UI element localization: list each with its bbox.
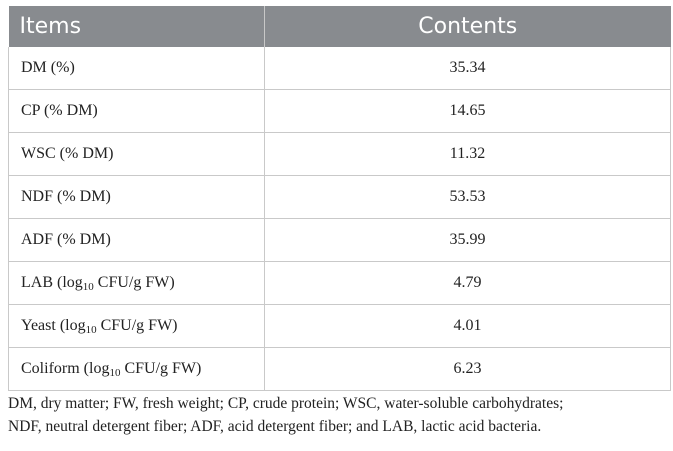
row-content-value: 4.79: [264, 261, 671, 305]
label-subscript: 10: [109, 367, 121, 379]
table-row: CP (% DM) 14.65: [8, 89, 671, 133]
label-text: NDF (% DM): [21, 188, 111, 205]
row-content-value: 6.23: [264, 347, 671, 391]
row-content-value: 35.34: [264, 47, 671, 90]
label-text: Coliform (log: [21, 360, 110, 377]
row-content-value: 53.53: [264, 175, 671, 219]
row-item-label: WSC (% DM): [8, 132, 265, 176]
row-item-label: DM (%): [8, 47, 265, 90]
footnote-line-2: NDF, neutral detergent fiber; ADF, acid …: [8, 418, 542, 435]
row-item-label: Coliform (log10 CFU/g FW): [8, 347, 265, 391]
row-item-label: CP (% DM): [8, 89, 265, 133]
header-contents: Contents: [264, 6, 671, 47]
header-items: Items: [8, 6, 265, 47]
label-subscript: 10: [82, 281, 94, 293]
row-item-label: ADF (% DM): [8, 218, 265, 262]
row-item-label: LAB (log10 CFU/g FW): [8, 261, 265, 305]
row-item-label: Yeast (log10 CFU/g FW): [8, 304, 265, 348]
composition-table: Items Contents DM (%) 35.34 CP (% DM) 14.65…: [8, 6, 671, 391]
composition-table-container: Items Contents DM (%) 35.34 CP (% DM) 14.65…: [8, 6, 671, 391]
row-content-value: 35.99: [264, 218, 671, 262]
label-text: Yeast (log: [21, 317, 86, 334]
row-content-value: 4.01: [264, 304, 671, 348]
footnote-line-1: DM, dry matter; FW, fresh weight; CP, cr…: [8, 395, 564, 412]
label-text-suffix: CFU/g FW): [96, 317, 178, 334]
label-text-suffix: CFU/g FW): [93, 274, 175, 291]
table-row: Coliform (log10 CFU/g FW) 6.23: [8, 347, 671, 391]
table-header-row: Items Contents: [8, 6, 671, 47]
table-row: ADF (% DM) 35.99: [8, 218, 671, 262]
table-row: Yeast (log10 CFU/g FW) 4.01: [8, 304, 671, 348]
label-text-suffix: CFU/g FW): [120, 360, 202, 377]
table-row: WSC (% DM) 11.32: [8, 132, 671, 176]
table-row: DM (%) 35.34: [8, 47, 671, 90]
label-text: CP (% DM): [21, 102, 98, 119]
table-footnote: DM, dry matter; FW, fresh weight; CP, cr…: [8, 392, 668, 438]
table-row: NDF (% DM) 53.53: [8, 175, 671, 219]
label-subscript: 10: [85, 324, 97, 336]
label-text: LAB (log: [21, 274, 83, 291]
label-text: ADF (% DM): [21, 231, 111, 248]
table-row: LAB (log10 CFU/g FW) 4.79: [8, 261, 671, 305]
label-text: WSC (% DM): [21, 145, 114, 162]
row-item-label: NDF (% DM): [8, 175, 265, 219]
row-content-value: 11.32: [264, 132, 671, 176]
label-text: DM (%): [21, 59, 75, 76]
row-content-value: 14.65: [264, 89, 671, 133]
